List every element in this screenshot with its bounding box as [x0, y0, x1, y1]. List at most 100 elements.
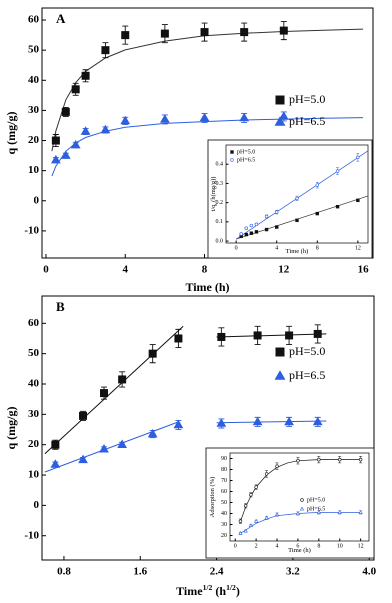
- y-tick-label: 20: [28, 438, 40, 450]
- marker: [200, 28, 209, 37]
- plot-frame: [41, 7, 374, 259]
- marker: [295, 196, 299, 201]
- x-tick-label: 12: [358, 543, 364, 549]
- y-tick-label: 0: [34, 194, 40, 206]
- marker: [71, 85, 80, 94]
- y-axis-label-part: q (mg/g): [4, 112, 18, 155]
- marker: [101, 46, 110, 55]
- legend-marker: [274, 116, 286, 126]
- y-axis-label: t/qt (h(mg/g)): [210, 177, 217, 212]
- marker: [335, 204, 340, 209]
- marker: [275, 464, 279, 468]
- x-axis-label: Time (h): [185, 280, 229, 294]
- legend-label: pH=6.5: [289, 114, 325, 128]
- y-tick-label: 30: [28, 104, 40, 116]
- y-tick-label: 70: [221, 478, 227, 484]
- marker: [356, 155, 360, 159]
- marker: [239, 112, 250, 122]
- marker: [50, 154, 61, 164]
- y-axis-label-part: Adsorption (%): [209, 477, 216, 518]
- x-tick-label: 12: [278, 264, 290, 276]
- marker: [240, 28, 249, 37]
- marker: [317, 457, 321, 462]
- legend-marker: [274, 370, 286, 380]
- marker: [253, 331, 262, 340]
- y-tick-label: 80: [221, 467, 227, 473]
- plot-frame: [229, 452, 370, 542]
- x-axis-label: Time1/2 (h1/2): [176, 583, 240, 598]
- marker: [51, 136, 60, 145]
- y-tick-label: 40: [28, 378, 40, 390]
- fit-line: [44, 421, 179, 473]
- marker: [315, 211, 319, 216]
- y-tick-label: 0.3: [216, 181, 224, 187]
- legend-label: pH=5.0: [289, 344, 325, 358]
- marker: [50, 459, 61, 468]
- inset-frame: [207, 139, 373, 259]
- x-axis-label-part: (h: [212, 584, 226, 598]
- x-tick-label: 4: [275, 245, 278, 251]
- marker: [51, 440, 60, 449]
- y-tick-label: 90: [221, 456, 227, 462]
- x-axis-label-part: Time (h): [185, 280, 229, 294]
- y-tick-label: 0.4: [216, 162, 224, 168]
- y-tick-label: 50: [28, 347, 40, 359]
- x-tick-label: 3.2: [286, 566, 300, 578]
- legend-label: pH=5.0: [289, 92, 325, 106]
- y-axis-label: q (mg/g): [4, 112, 18, 155]
- marker: [60, 150, 71, 159]
- marker: [254, 485, 258, 489]
- y-tick-label: 50: [221, 500, 227, 506]
- legend-label: pH=6.5: [237, 157, 255, 163]
- marker: [173, 419, 184, 429]
- y-tick-label: -10: [24, 529, 39, 541]
- marker: [264, 515, 269, 520]
- y-tick-label: 20: [221, 533, 227, 539]
- legend-marker: [299, 506, 305, 511]
- marker: [78, 454, 88, 464]
- marker: [148, 349, 157, 358]
- x-axis-label-part: 1/2: [203, 583, 213, 592]
- marker: [284, 416, 294, 426]
- legend-marker: [300, 498, 304, 502]
- x-axis-label: Time (h): [286, 248, 309, 255]
- fit-line: [44, 325, 184, 455]
- legend-marker: [275, 347, 285, 357]
- marker: [296, 459, 300, 463]
- y-tick-label: 60: [28, 317, 40, 329]
- marker: [275, 210, 279, 214]
- marker: [264, 227, 269, 232]
- y-tick-label: 30: [28, 408, 40, 420]
- marker: [295, 511, 301, 515]
- marker: [243, 528, 248, 533]
- marker: [338, 457, 342, 462]
- x-axis-label-part: Time: [176, 584, 203, 598]
- marker: [199, 112, 210, 122]
- x-tick-label: 12: [355, 245, 361, 251]
- inset: 0.0 0.1 0.2 0.3 0.4 0 4 8 12 Time (h) t/qt (h(mg/g…: [207, 139, 373, 259]
- x-tick-label: 10: [337, 543, 343, 549]
- y-axis-label: Adsorption (%): [209, 477, 216, 518]
- marker: [121, 31, 130, 40]
- x-axis-label-part: ): [236, 584, 240, 598]
- legend-label: pH=6.5: [289, 368, 325, 382]
- marker: [239, 232, 243, 236]
- y-tick-label: 0.0: [216, 238, 224, 244]
- y-axis-label: q (mg/g): [4, 407, 18, 450]
- marker: [358, 457, 363, 462]
- marker: [313, 329, 322, 338]
- marker: [99, 444, 109, 453]
- marker: [356, 198, 360, 203]
- marker: [274, 512, 280, 517]
- marker: [118, 375, 127, 384]
- fit-line: [216, 333, 327, 338]
- x-tick-label: 1.6: [133, 566, 147, 578]
- legend-label: pH=6.5: [307, 506, 325, 512]
- x-tick-label: 4.0: [362, 566, 376, 578]
- marker: [249, 223, 254, 228]
- marker: [120, 115, 131, 125]
- y-axis-label-part: t/q: [210, 204, 217, 212]
- marker: [244, 226, 248, 230]
- marker: [117, 439, 128, 448]
